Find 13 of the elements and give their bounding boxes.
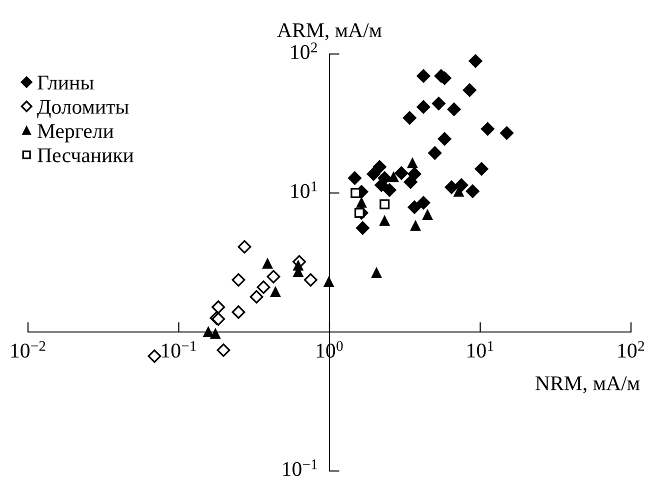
legend-label: Глины <box>38 76 94 90</box>
y-tick-label: 10$^{2}$ <box>291 42 317 60</box>
legend-label: Мергели <box>38 124 114 142</box>
x-tick-label: 10$^{−1}$ <box>162 341 196 358</box>
y-axis-title: ARM, мА/м <box>277 23 382 40</box>
x-tick-label: 10$^{2}$ <box>618 341 644 358</box>
y-tick-label: 10$^{1}$ <box>291 182 317 198</box>
legend-label: Доломиты <box>37 100 129 118</box>
y-tick-label: 10$^{−1}$ <box>283 460 317 476</box>
x-tick-label: 10$^{1}$ <box>468 341 494 358</box>
legend-label: Песчаники <box>38 148 134 162</box>
x-tick-label: 10$^{−2}$ <box>11 341 46 358</box>
x-axis-title: NRM, мА/м <box>536 376 640 394</box>
